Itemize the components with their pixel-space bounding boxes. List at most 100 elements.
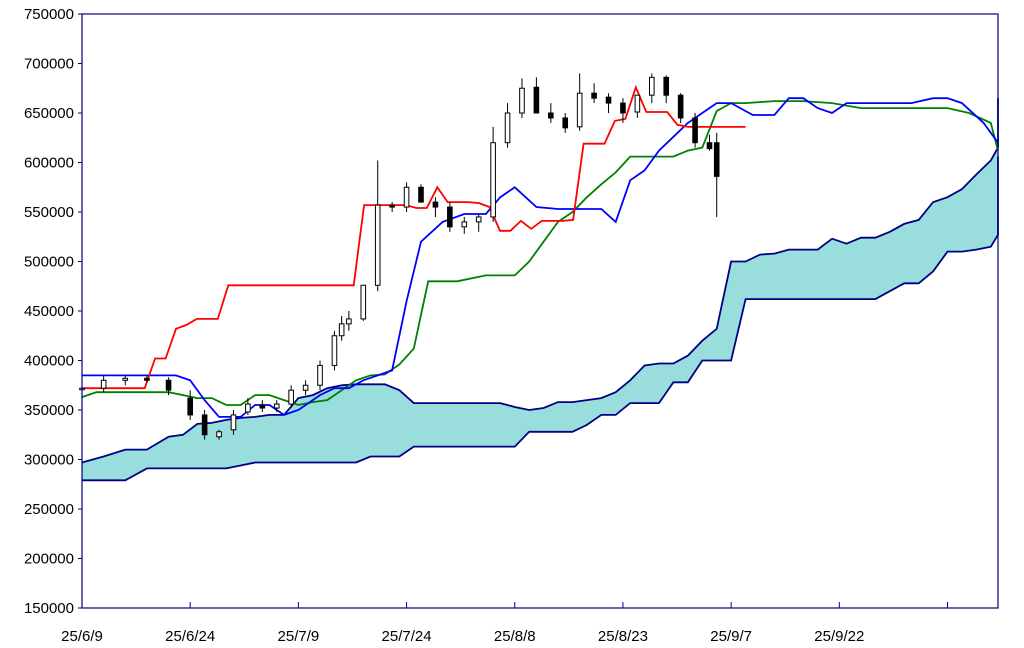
- candle-body-up: [504, 112, 511, 144]
- candle: [331, 330, 338, 371]
- conversion-line: [82, 97, 999, 418]
- x-tick-label: 25/6/9: [61, 628, 103, 645]
- candle: [346, 311, 352, 331]
- candle: [713, 132, 720, 217]
- candle-body-down: [548, 112, 554, 119]
- candle: [677, 93, 684, 123]
- candle: [122, 375, 129, 386]
- candle-body-down: [591, 92, 597, 99]
- candle: [605, 93, 612, 113]
- candle-body-up: [273, 403, 280, 409]
- candle: [100, 375, 107, 393]
- y-tick-label: 600000: [24, 155, 74, 172]
- candle-body-down: [605, 96, 612, 104]
- candle-body-up: [302, 384, 309, 391]
- candle: [360, 284, 367, 321]
- candle: [317, 360, 323, 391]
- candle: [692, 113, 698, 148]
- candle-body-down: [620, 102, 626, 114]
- candle-body-down: [389, 204, 395, 208]
- y-tick-label: 300000: [24, 452, 74, 469]
- y-tick-label: 750000: [24, 6, 74, 23]
- x-tick-label: 25/8/8: [494, 628, 536, 645]
- y-tick-label: 650000: [24, 105, 74, 122]
- candle-body-up: [403, 186, 410, 208]
- candle: [273, 400, 280, 412]
- candle-body-down: [418, 186, 424, 203]
- candle: [230, 410, 237, 435]
- candle-body-up: [331, 335, 338, 366]
- candle: [548, 103, 554, 123]
- candle-body-up: [346, 318, 352, 325]
- x-axis: 25/6/9 25/6/24 25/7/9 25/7/24 25/8/8 25/8/23 2…: [61, 602, 949, 645]
- y-tick-label: 700000: [24, 56, 74, 73]
- candle-body-up: [230, 414, 237, 431]
- candle-body-up: [634, 94, 641, 113]
- y-axis: 150000 200000 250000 300000 350000 400000 4500…: [24, 6, 82, 617]
- candle-body-down: [706, 142, 713, 150]
- candle-body-down: [144, 377, 150, 381]
- candle-body-down: [562, 117, 569, 129]
- candle: [562, 113, 569, 133]
- y-tick-label: 450000: [24, 303, 74, 320]
- candle-body-up: [338, 323, 345, 337]
- candle: [663, 75, 670, 104]
- candle-body-up: [490, 142, 496, 218]
- candle: [418, 184, 424, 203]
- candle: [490, 126, 496, 222]
- y-tick-label: 550000: [24, 204, 74, 221]
- x-tick-label: 25/6/24: [165, 628, 215, 645]
- candle: [216, 429, 222, 440]
- x-tick-label: 25/9/22: [814, 628, 864, 645]
- candle-body-up: [360, 284, 367, 320]
- y-tick-label: 250000: [24, 501, 74, 518]
- y-tick-label: 400000: [24, 353, 74, 370]
- candle-body-up: [519, 87, 525, 114]
- candle: [201, 410, 208, 440]
- candle: [475, 213, 482, 232]
- candle-body-down: [165, 379, 172, 391]
- candle: [447, 202, 453, 232]
- candle-body-up: [461, 221, 468, 228]
- x-tick-label: 25/8/23: [598, 628, 648, 645]
- candle: [432, 197, 439, 217]
- candle-body-up: [374, 204, 381, 286]
- candle: [187, 390, 193, 420]
- candle-body-down: [447, 206, 453, 228]
- candle: [706, 134, 713, 151]
- candle: [634, 94, 641, 118]
- lagging-span: [82, 84, 746, 390]
- x-tick-label: 25/9/7: [710, 628, 752, 645]
- candle-body-up: [576, 92, 583, 128]
- candle-body-up: [216, 431, 222, 438]
- y-tick-label: 350000: [24, 402, 74, 419]
- candle: [533, 77, 540, 114]
- candle: [338, 315, 345, 341]
- candle-body-up: [648, 76, 655, 96]
- candlesticks: [79, 73, 720, 440]
- y-tick-label: 500000: [24, 254, 74, 271]
- candle-body-down: [677, 94, 684, 119]
- kumo-cloud: [81, 98, 999, 482]
- candle: [576, 73, 583, 131]
- candle-body-up: [475, 216, 482, 223]
- candle: [519, 78, 525, 118]
- candle: [389, 202, 395, 212]
- candle: [591, 83, 597, 104]
- y-tick-label: 200000: [24, 551, 74, 568]
- candle: [648, 73, 655, 104]
- candle: [403, 182, 410, 212]
- candle: [245, 398, 251, 415]
- candle-body-down: [259, 404, 266, 409]
- candle: [302, 380, 309, 396]
- x-tick-label: 25/7/9: [278, 628, 320, 645]
- candle: [504, 103, 511, 148]
- candle-body-up: [245, 403, 251, 413]
- candle-body-up: [122, 377, 129, 381]
- candle: [374, 160, 381, 292]
- candle-body-down: [713, 142, 720, 177]
- candle-body-up: [317, 364, 323, 386]
- candle-body-down: [187, 397, 193, 416]
- y-tick-label: 150000: [24, 600, 74, 617]
- candle: [144, 375, 150, 383]
